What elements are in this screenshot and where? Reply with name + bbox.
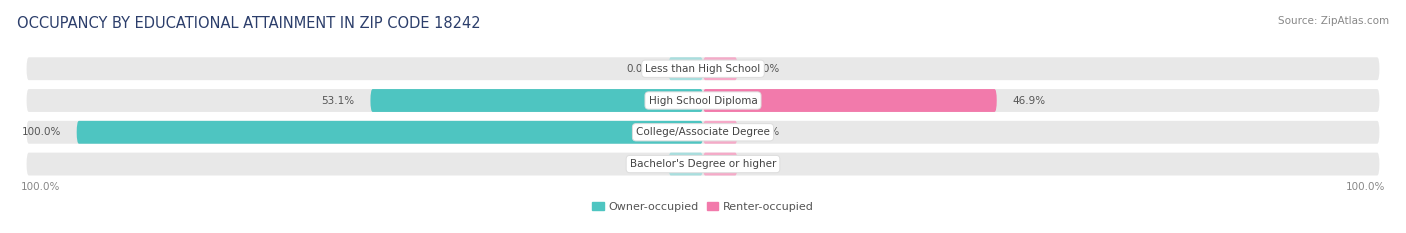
- Text: 0.0%: 0.0%: [627, 64, 652, 74]
- FancyBboxPatch shape: [27, 153, 1379, 175]
- FancyBboxPatch shape: [27, 89, 1379, 112]
- FancyBboxPatch shape: [27, 57, 1379, 80]
- FancyBboxPatch shape: [703, 121, 738, 144]
- Text: Bachelor's Degree or higher: Bachelor's Degree or higher: [630, 159, 776, 169]
- FancyBboxPatch shape: [703, 153, 738, 175]
- Text: Source: ZipAtlas.com: Source: ZipAtlas.com: [1278, 16, 1389, 26]
- Text: 0.0%: 0.0%: [627, 159, 652, 169]
- FancyBboxPatch shape: [669, 153, 703, 175]
- Text: College/Associate Degree: College/Associate Degree: [636, 127, 770, 137]
- Text: 0.0%: 0.0%: [754, 64, 779, 74]
- Text: 100.0%: 100.0%: [21, 127, 60, 137]
- Text: OCCUPANCY BY EDUCATIONAL ATTAINMENT IN ZIP CODE 18242: OCCUPANCY BY EDUCATIONAL ATTAINMENT IN Z…: [17, 16, 481, 31]
- Legend: Owner-occupied, Renter-occupied: Owner-occupied, Renter-occupied: [588, 197, 818, 216]
- FancyBboxPatch shape: [27, 121, 1379, 144]
- FancyBboxPatch shape: [669, 57, 703, 80]
- Text: 100.0%: 100.0%: [1347, 182, 1386, 192]
- FancyBboxPatch shape: [77, 121, 703, 144]
- Text: 0.0%: 0.0%: [754, 159, 779, 169]
- FancyBboxPatch shape: [370, 89, 703, 112]
- Text: 100.0%: 100.0%: [20, 182, 59, 192]
- Text: High School Diploma: High School Diploma: [648, 96, 758, 106]
- Text: Less than High School: Less than High School: [645, 64, 761, 74]
- Text: 46.9%: 46.9%: [1012, 96, 1046, 106]
- Text: 53.1%: 53.1%: [322, 96, 354, 106]
- FancyBboxPatch shape: [703, 57, 738, 80]
- FancyBboxPatch shape: [703, 89, 997, 112]
- Text: 0.0%: 0.0%: [754, 127, 779, 137]
